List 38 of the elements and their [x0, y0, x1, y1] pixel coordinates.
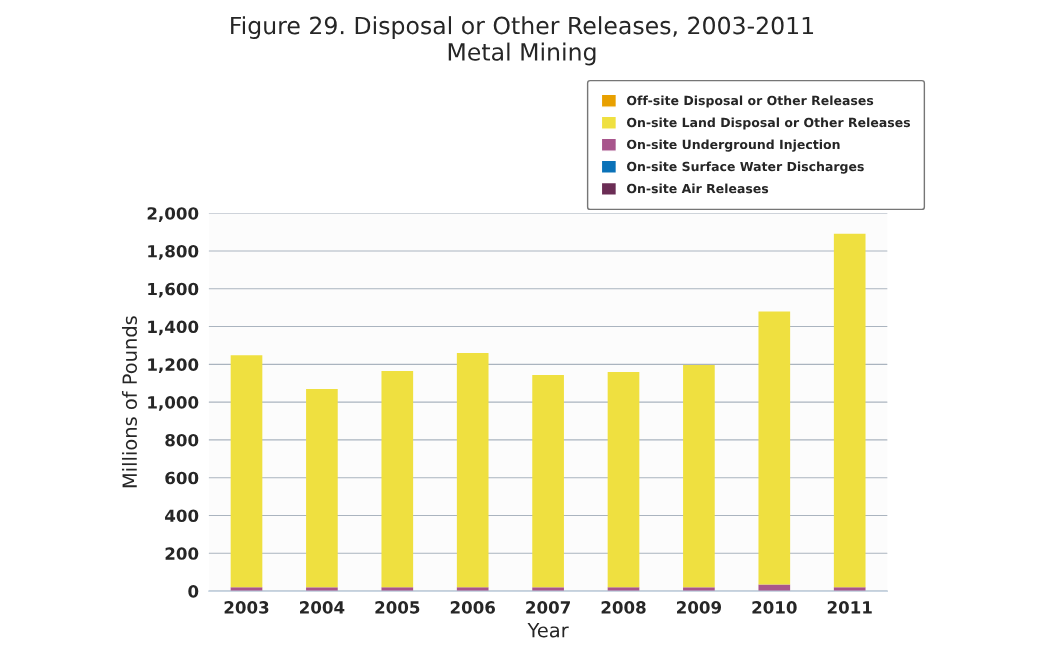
y-tick-label: 800	[165, 433, 199, 447]
y-tick-label: 1,400	[148, 320, 199, 336]
y-tick-label: 1,200	[148, 358, 199, 374]
y-tick-label: 1,600	[148, 282, 199, 298]
y-axis-title: Millions of Pounds	[121, 316, 138, 488]
legend-label: On-site Air Releases	[626, 183, 769, 194]
x-tick-label: 2003	[224, 601, 269, 614]
legend-label: On-site Land Disposal or Other Releases	[626, 117, 911, 130]
bar	[230, 355, 263, 588]
bar	[532, 374, 564, 588]
x-tick-label: 2006	[450, 601, 495, 614]
x-tick-label: 2008	[601, 601, 646, 614]
x-tick-label: 2004	[300, 601, 345, 614]
bar	[833, 233, 866, 588]
legend-label: Off-site Disposal or Other Releases	[626, 95, 874, 108]
y-tick-label: 600	[165, 471, 199, 485]
y-tick-label: 0	[188, 585, 199, 598]
bar	[381, 370, 414, 588]
y-tick-label: 400	[165, 509, 199, 523]
y-tick-label: 200	[165, 547, 199, 560]
y-tick-label: 2,000	[147, 207, 199, 222]
x-tick-label: 2009	[677, 601, 722, 614]
legend-label: On-site Underground Injection	[626, 139, 840, 152]
legend-label: On-site Surface Water Discharges	[626, 161, 864, 174]
y-tick-label: 1,000	[148, 396, 199, 411]
x-tick-label: 2005	[375, 601, 420, 614]
bar	[456, 353, 489, 588]
bar	[683, 364, 715, 588]
chart-title: Figure 29. Disposal or Other Releases, 2003-2011 Metal Mining	[231, 16, 814, 66]
x-tick-label: 2011	[827, 601, 872, 614]
bar	[306, 388, 338, 588]
bar	[607, 371, 640, 588]
x-tick-label: 2007	[526, 601, 570, 614]
y-tick-label: 1,800	[148, 244, 199, 260]
bar	[758, 311, 791, 585]
x-axis-title: Year	[527, 623, 569, 638]
x-tick-label: 2010	[752, 601, 797, 614]
bar	[758, 584, 791, 592]
